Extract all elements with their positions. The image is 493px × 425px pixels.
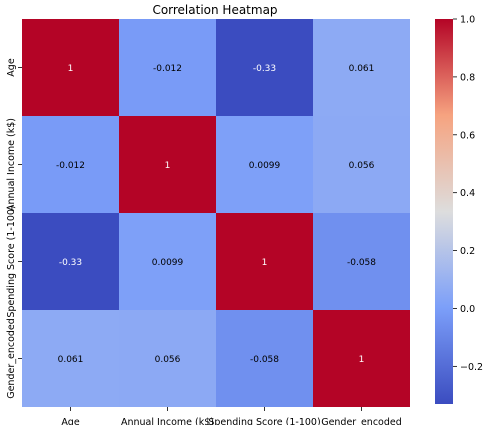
- cell-value-label: 0.056: [155, 355, 181, 365]
- heatmap-cell: [22, 213, 119, 310]
- cell-value-label: 1: [68, 64, 74, 74]
- x-axis: Age Annual Income (k$)Spending Score (1-1…: [61, 407, 402, 425]
- cell-value-label: -0.012: [56, 161, 85, 171]
- heatmap-cell: [313, 116, 410, 213]
- heatmap-cell: [119, 116, 216, 213]
- heatmap-cell: [313, 310, 410, 407]
- y-tick-label: Gender_encoded: [6, 318, 17, 399]
- heatmap-cell: [119, 19, 216, 116]
- cell-value-label: 0.0099: [249, 161, 281, 171]
- colorbar-gradient: [435, 19, 453, 404]
- cell-value-label: 1: [165, 161, 171, 171]
- heatmap-cell: [216, 213, 313, 310]
- colorbar-tick-label: 0.8: [460, 72, 475, 83]
- heatmap-cell: [119, 310, 216, 407]
- colorbar-tick-label: 0.4: [460, 188, 475, 199]
- x-tick-label: Spending Score (1-100): [208, 417, 320, 425]
- chart-title: Correlation Heatmap: [152, 3, 277, 17]
- cell-value-label: 0.061: [349, 64, 375, 74]
- cell-value-label: -0.33: [59, 258, 82, 268]
- x-tick-label: Gender_encoded: [321, 417, 402, 425]
- y-tick-label: Annual Income (k$): [6, 118, 17, 211]
- heatmap-cell: [216, 19, 313, 116]
- heatmap-cell: [119, 213, 216, 310]
- heatmap-cell: [22, 310, 119, 407]
- heatmap-cell: [313, 19, 410, 116]
- cell-value-label: 0.061: [58, 355, 84, 365]
- heatmap-cell: [313, 213, 410, 310]
- heatmap-cell: [216, 116, 313, 213]
- colorbar-tick-label: 0.6: [460, 130, 475, 141]
- cell-value-label: -0.058: [250, 355, 279, 365]
- y-tick-label: Age: [6, 58, 17, 77]
- colorbar-tick-label: 0.2: [460, 246, 475, 257]
- colorbar-tick-label: 1.0: [460, 15, 475, 26]
- cell-value-label: 0.0099: [152, 258, 184, 268]
- cell-value-label: 0.056: [349, 161, 375, 171]
- colorbar-tick-label: 0.0: [460, 304, 475, 315]
- colorbar-tick-label: −0.2: [460, 362, 483, 373]
- y-axis: Age Annual Income (k$)Spending Score (1-1…: [6, 58, 22, 399]
- y-tick-label: Spending Score (1-100): [6, 205, 17, 317]
- heatmap-cell: [22, 19, 119, 116]
- x-tick-label: Age: [61, 417, 80, 425]
- heatmap-cell: [22, 116, 119, 213]
- cell-value-label: -0.33: [253, 64, 276, 74]
- cell-value-label: -0.012: [153, 64, 182, 74]
- colorbar: −0.2 0.0 0.2 0.4 0.6 0.8 1.0: [435, 15, 483, 404]
- cell-value-label: 1: [262, 258, 268, 268]
- cell-value-label: 1: [359, 355, 365, 365]
- heatmap-cell: [216, 310, 313, 407]
- x-tick-label: Annual Income (k$): [121, 417, 214, 425]
- cell-value-label: -0.058: [347, 258, 376, 268]
- heatmap-cells: 1 -0.012 -0.33 0.061 -0.012 1 0.0099 0.056 -0.33…: [22, 19, 410, 407]
